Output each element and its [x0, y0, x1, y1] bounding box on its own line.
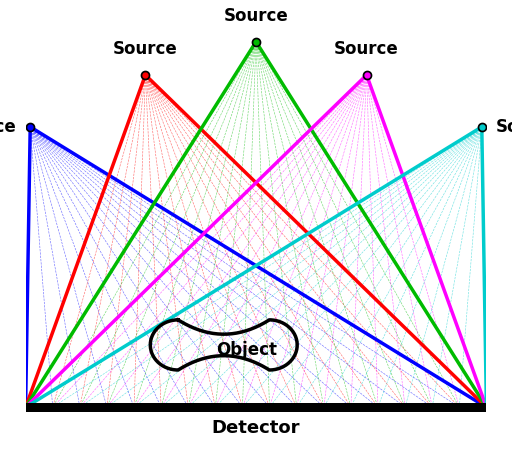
Text: Detector: Detector	[212, 419, 300, 437]
Text: Source: Source	[113, 40, 178, 59]
Text: Source: Source	[496, 118, 512, 136]
Text: Source: Source	[224, 7, 288, 25]
Text: Source: Source	[0, 118, 16, 136]
Text: Object: Object	[216, 341, 278, 359]
Text: Source: Source	[334, 40, 399, 59]
Bar	[26, 403, 486, 412]
